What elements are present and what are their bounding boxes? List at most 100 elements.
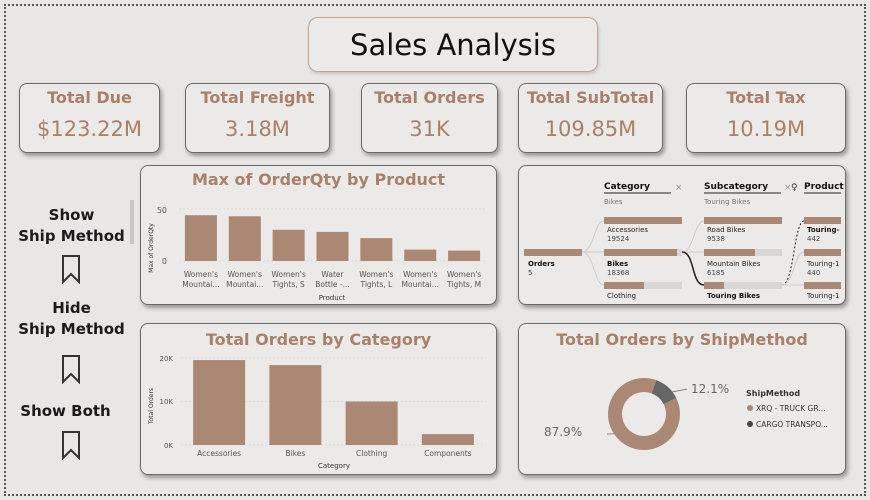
product-value: 440 xyxy=(807,269,820,277)
subcategory-filter: Touring Bikes xyxy=(703,198,751,206)
connector xyxy=(581,251,605,286)
x-tick-label: Women's xyxy=(272,270,306,279)
kpi-total-tax[interactable]: Total Tax 10.19M xyxy=(686,83,846,153)
lightbulb-icon[interactable]: ♀ xyxy=(791,183,798,193)
kpi-label: Total Orders xyxy=(374,88,485,107)
x-tick-label: Accessories xyxy=(197,449,241,458)
orderqty-chart-card[interactable]: Max of OrderQty by Product Max of OrderQ… xyxy=(140,165,497,305)
kpi-value: 109.85M xyxy=(544,117,637,141)
x-axis-title: Category xyxy=(318,462,350,470)
kpi-total-freight[interactable]: Total Freight 3.18M xyxy=(185,83,330,153)
donut-slice-truck[interactable] xyxy=(608,378,680,450)
bar[interactable] xyxy=(345,401,398,446)
root-label: Orders xyxy=(528,260,555,268)
kpi-label: Total Tax xyxy=(726,88,806,107)
orderqty-bar-chart: Max of OrderQty 50 0 Product Women'sMoun… xyxy=(148,206,486,302)
kpi-total-subtotal[interactable]: Total SubTotal 109.85M xyxy=(518,83,663,153)
donut-label-major: 87.9% xyxy=(544,425,582,439)
category-label: Clothing xyxy=(607,292,636,300)
category-value: 19524 xyxy=(607,235,630,243)
donut-label-minor: 12.1% xyxy=(691,382,729,396)
connector xyxy=(681,251,705,286)
x-tick-label: Women's xyxy=(184,270,218,279)
category-label: Accessories xyxy=(607,226,648,234)
bar[interactable] xyxy=(269,365,322,445)
dashboard-frame xyxy=(4,4,866,496)
bar[interactable] xyxy=(193,360,246,445)
y-axis-title: Total Orders xyxy=(148,388,155,425)
legend-swatch xyxy=(747,405,753,411)
category-header[interactable]: Category xyxy=(604,182,650,192)
bookmark-icon[interactable] xyxy=(61,354,81,384)
bar[interactable] xyxy=(184,215,217,261)
root-value: 5 xyxy=(528,269,532,277)
report-title-card: Sales Analysis xyxy=(308,17,598,72)
bookmark-icon[interactable] xyxy=(61,430,81,460)
subcategory-bar[interactable] xyxy=(704,217,782,224)
y-tick-label: 20K xyxy=(160,355,174,363)
product-bar[interactable] xyxy=(804,249,841,256)
close-icon[interactable]: × xyxy=(675,183,683,193)
decomposition-tree: Orders 5 Category × Bikes Accessories 19… xyxy=(524,182,844,300)
bar[interactable] xyxy=(316,231,349,261)
y-tick-label: 10K xyxy=(160,398,174,406)
subcategory-label: Road Bikes xyxy=(707,226,746,234)
hide-ship-method-button[interactable]: Hide Ship Method xyxy=(14,298,129,340)
bar[interactable] xyxy=(228,216,261,261)
bookmark-icon[interactable] xyxy=(61,254,81,284)
donut-slice-cargo[interactable] xyxy=(651,380,677,405)
product-bar[interactable] xyxy=(804,217,841,224)
x-tick-label: Women's xyxy=(447,270,481,279)
button-line: Show Both xyxy=(20,402,111,420)
close-icon[interactable]: × xyxy=(784,183,792,193)
product-header[interactable]: Product xyxy=(804,182,844,192)
category-bar[interactable] xyxy=(604,217,682,224)
bar[interactable] xyxy=(360,238,393,261)
legend-title: ShipMethod xyxy=(746,389,800,398)
kpi-label: Total SubTotal xyxy=(526,88,655,107)
subcategory-bar[interactable] xyxy=(704,249,755,256)
shipmethod-chart-card[interactable]: Total Orders by ShipMethod ShipMethod XR… xyxy=(518,323,846,475)
subcategory-label: Mountain Bikes xyxy=(707,260,761,268)
y-tick-label: 0 xyxy=(162,257,167,266)
kpi-value: 3.18M xyxy=(225,117,290,141)
category-filter: Bikes xyxy=(604,198,623,206)
subcategory-header[interactable]: Subcategory xyxy=(704,182,768,192)
subcategory-value: 6185 xyxy=(707,269,725,277)
category-label: Bikes xyxy=(607,260,628,268)
subcategory-bar[interactable] xyxy=(704,282,724,289)
legend-item[interactable]: XRQ - TRUCK GR... xyxy=(756,404,825,413)
panel-scrollbar[interactable] xyxy=(130,200,134,244)
product-bar[interactable] xyxy=(804,282,841,289)
bar[interactable] xyxy=(404,249,437,261)
button-line: Show xyxy=(48,206,95,224)
bar[interactable] xyxy=(448,250,481,261)
button-line: Ship Method xyxy=(18,227,125,245)
category-chart-card[interactable]: Total Orders by Category Total Orders 20… xyxy=(140,323,497,475)
product-label: Touring-1 xyxy=(806,292,840,300)
category-bar-chart: Total Orders 20K 10K 0K Category Accesso… xyxy=(148,355,486,470)
x-tick-label: Clothing xyxy=(356,449,387,458)
category-value: 18368 xyxy=(607,269,629,277)
button-line: Ship Method xyxy=(18,320,125,338)
x-tick-label: Mountai... xyxy=(226,280,263,289)
x-tick-label: Women's xyxy=(359,270,393,279)
subcategory-bar-bg xyxy=(704,282,782,289)
y-tick-label: 50 xyxy=(157,206,167,215)
kpi-total-orders[interactable]: Total Orders 31K xyxy=(361,83,498,153)
bar[interactable] xyxy=(421,434,474,445)
product-label: Touring-1 xyxy=(806,260,840,268)
show-ship-method-button[interactable]: Show Ship Method xyxy=(14,205,129,247)
legend-item[interactable]: CARGO TRANSPO... xyxy=(756,420,828,429)
x-tick-label: Bottle -... xyxy=(315,280,350,289)
show-both-button[interactable]: Show Both xyxy=(8,401,123,422)
category-bar[interactable] xyxy=(604,282,644,289)
kpi-total-due[interactable]: Total Due $123.22M xyxy=(19,83,160,153)
category-bar[interactable] xyxy=(604,249,677,256)
decomposition-tree-card[interactable]: Orders 5 Category × Bikes Accessories 19… xyxy=(518,165,846,305)
x-tick-label: Water xyxy=(321,270,344,279)
x-tick-label: Women's xyxy=(403,270,437,279)
root-bar xyxy=(524,249,582,256)
x-tick-label: Mountai... xyxy=(402,280,439,289)
bar[interactable] xyxy=(272,229,305,261)
